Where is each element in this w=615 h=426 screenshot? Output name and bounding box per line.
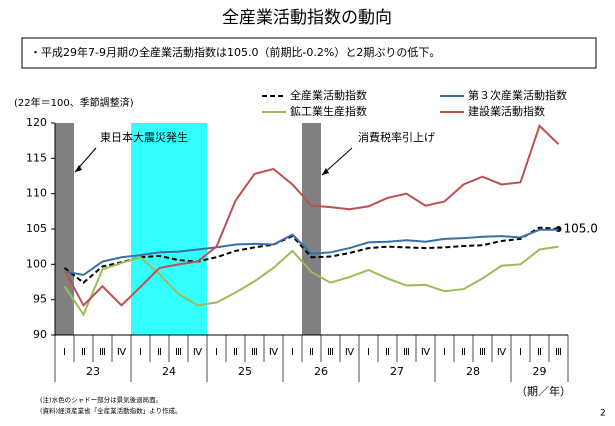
year-label: 26 (314, 365, 328, 378)
shaded-period (55, 123, 74, 335)
arrow-head (75, 165, 82, 172)
legend-label: 建設業活動指数 (468, 104, 545, 118)
y-tick-label: 95 (33, 293, 47, 306)
y-tick-label: 100 (26, 257, 47, 270)
x-tick-label: Ⅰ (519, 347, 522, 358)
value-label: 105.0 (564, 222, 598, 236)
x-tick-label: Ⅲ (403, 347, 410, 358)
x-tick-label: Ⅱ (537, 347, 542, 358)
series-line (63, 226, 559, 284)
year-label: 23 (86, 365, 100, 378)
x-tick-label: Ⅲ (99, 347, 106, 358)
chart-title: 全産業活動指数の動向 (222, 8, 392, 28)
year-label: 24 (162, 365, 176, 378)
y-tick-label: 120 (26, 116, 47, 129)
y-tick-label: 105 (26, 222, 47, 235)
x-tick-label: Ⅰ (139, 347, 142, 358)
year-label: 27 (390, 365, 404, 378)
series-line (64, 228, 559, 276)
annotation: 消費税率引上げ (358, 130, 435, 144)
x-tick-label: Ⅱ (309, 347, 314, 358)
x-tick-label: Ⅱ (157, 347, 162, 358)
x-tick-label: Ⅳ (421, 347, 431, 358)
x-tick-label: Ⅰ (291, 347, 294, 358)
year-label: 29 (533, 365, 547, 378)
x-tick-label: Ⅳ (345, 347, 355, 358)
summary: ・平成29年7-9月期の全産業活動指数は105.0（前期比-0.2%）と2期ぶり… (30, 45, 440, 59)
year-label: 25 (238, 365, 252, 378)
legend-label: 全産業活動指数 (290, 88, 367, 102)
x-tick-label: Ⅰ (215, 347, 218, 358)
x-tick-label: Ⅲ (479, 347, 486, 358)
x-tick-label: Ⅳ (269, 347, 279, 358)
summary-box (21, 37, 597, 69)
x-axis-label: （期／年） (516, 384, 571, 398)
x-tick-label: Ⅲ (555, 347, 562, 358)
x-tick-label: Ⅳ (117, 347, 127, 358)
page-number: 2 (600, 409, 606, 419)
series-line (63, 124, 560, 307)
x-tick-label: Ⅳ (497, 347, 507, 358)
x-tick-label: Ⅲ (175, 347, 182, 358)
y-axis-label: (22年＝100、季節調整済) (14, 96, 134, 109)
x-tick-label: Ⅲ (327, 347, 334, 358)
x-tick-label: Ⅱ (385, 347, 390, 358)
y-tick-label: 90 (33, 328, 47, 341)
x-tick-label: Ⅰ (443, 347, 446, 358)
legend-label: 第３次産業活動指数 (468, 88, 567, 102)
x-tick-label: Ⅳ (193, 347, 203, 358)
x-tick-label: Ⅲ (251, 347, 258, 358)
annotation: 東日本大震災発生 (100, 130, 188, 144)
note: (注)水色のシャドー部分は景気後退局面。 (40, 395, 162, 404)
shaded-period (302, 123, 321, 335)
series-line (63, 245, 559, 317)
y-tick-label: 110 (26, 187, 47, 200)
year-label: 28 (466, 365, 480, 378)
legend-label: 鉱工業生産指数 (290, 104, 367, 118)
arrow-head (322, 168, 329, 175)
shaded-period (131, 123, 207, 335)
note: (資料)経済産業省「全産業活動指数」より作成。 (40, 406, 181, 415)
x-tick-label: Ⅰ (367, 347, 370, 358)
x-tick-label: Ⅰ (63, 347, 66, 358)
x-tick-label: Ⅱ (461, 347, 466, 358)
x-tick-label: Ⅱ (81, 347, 86, 358)
x-tick-label: Ⅱ (233, 347, 238, 358)
y-tick-label: 115 (26, 151, 47, 164)
